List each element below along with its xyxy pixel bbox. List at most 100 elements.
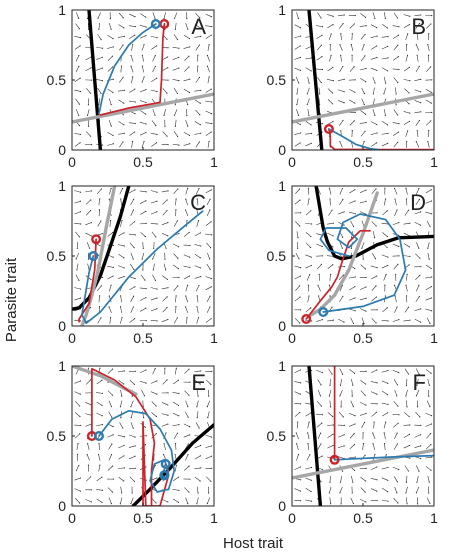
field-arrow-head: [167, 235, 169, 237]
field-arrow: [415, 66, 420, 73]
field-arrow-head: [112, 478, 115, 480]
field-arrow-head: [123, 102, 125, 104]
field-arrow-head: [101, 489, 104, 491]
field-arrow: [392, 222, 399, 226]
field-arrow-head: [155, 433, 157, 435]
field-arrow: [382, 487, 388, 492]
field-arrow-head: [211, 122, 213, 125]
field-arrow: [414, 211, 421, 215]
field-arrow: [425, 456, 432, 459]
field-arrow: [305, 57, 312, 60]
field-arrow: [340, 378, 343, 386]
field-arrow-head: [145, 200, 147, 202]
field-arrow: [305, 232, 312, 237]
field-arrow: [372, 12, 376, 19]
field-arrow-head: [397, 141, 399, 143]
field-arrow: [372, 443, 376, 450]
field-arrow: [392, 369, 399, 373]
field-arrow-head: [177, 257, 179, 259]
field-arrow-head: [407, 470, 410, 472]
field-arrow: [370, 132, 378, 135]
field-arrow-head: [145, 123, 147, 125]
field-arrow-head: [78, 65, 80, 67]
field-arrow-head: [364, 55, 366, 57]
field-arrow-head: [363, 93, 365, 95]
field-arrow-head: [365, 297, 367, 299]
field-arrow-head: [430, 432, 432, 435]
field-arrow-head: [178, 424, 180, 426]
field-arrow: [152, 274, 156, 281]
field-arrow-head: [342, 22, 344, 25]
field-arrow-head: [178, 276, 180, 278]
field-arrow: [172, 67, 179, 71]
panel-letter: B: [411, 14, 426, 39]
field-arrow: [141, 44, 145, 51]
field-arrow-head: [299, 69, 302, 71]
field-arrow: [139, 297, 147, 301]
field-arrow: [85, 67, 92, 72]
field-arrow: [316, 68, 323, 70]
field-arrow: [307, 295, 310, 303]
field-arrow-head: [163, 17, 165, 20]
field-arrow: [107, 265, 114, 268]
field-arrow-head: [210, 436, 213, 438]
field-arrow-head: [310, 264, 312, 267]
field-arrow-head: [310, 132, 313, 135]
field-arrow-head: [144, 236, 146, 238]
field-arrow-head: [354, 297, 356, 299]
field-arrow: [85, 413, 92, 416]
field-arrow: [404, 465, 409, 472]
field-arrow-head: [427, 140, 429, 143]
field-arrow: [140, 232, 146, 237]
field-arrow: [370, 466, 377, 470]
field-arrow: [150, 200, 158, 204]
field-arrow: [161, 402, 168, 406]
field-arrow: [129, 221, 135, 226]
field-arrow: [74, 477, 81, 481]
field-arrow-head: [320, 17, 322, 19]
field-arrow: [403, 434, 410, 438]
field-arrow-head: [145, 191, 147, 193]
field-arrow-head: [132, 258, 134, 260]
field-arrow-head: [364, 130, 366, 132]
field-arrow-head: [339, 384, 342, 386]
field-arrow: [194, 445, 201, 449]
field-arrow: [414, 318, 421, 323]
field-arrow: [305, 307, 312, 313]
field-arrow-head: [299, 490, 301, 492]
field-arrow-head: [186, 187, 189, 189]
field-arrow: [371, 285, 377, 291]
field-arrow: [360, 380, 366, 385]
field-arrow: [425, 308, 432, 312]
field-arrow-head: [178, 47, 180, 49]
field-arrow: [406, 400, 408, 407]
field-arrow: [381, 223, 389, 225]
field-arrow-head: [405, 295, 408, 297]
field-arrow: [381, 370, 389, 373]
field-arrow-head: [122, 76, 124, 79]
field-arrow-head: [351, 54, 353, 56]
field-arrow: [175, 119, 177, 127]
field-arrow-head: [156, 191, 158, 193]
field-arrow: [142, 55, 144, 62]
field-arrow: [118, 99, 124, 104]
field-arrow-head: [154, 65, 156, 67]
field-arrow: [316, 56, 323, 61]
field-arrow-head: [431, 276, 433, 278]
field-arrow: [415, 368, 420, 375]
field-arrow-head: [97, 453, 100, 456]
x-tick-label: 0: [288, 510, 296, 526]
field-arrow: [206, 242, 211, 248]
field-arrow-head: [188, 55, 190, 57]
field-arrow-head: [176, 92, 179, 95]
field-arrow-head: [374, 17, 376, 20]
field-arrow-head: [428, 33, 430, 35]
field-arrow: [196, 306, 199, 314]
start-marker: [159, 470, 170, 481]
field-arrow: [348, 211, 356, 215]
field-arrow-head: [406, 140, 408, 143]
field-arrow-head: [199, 124, 201, 126]
field-arrow: [403, 67, 410, 72]
field-arrow: [151, 401, 157, 407]
field-arrow-head: [123, 267, 125, 269]
